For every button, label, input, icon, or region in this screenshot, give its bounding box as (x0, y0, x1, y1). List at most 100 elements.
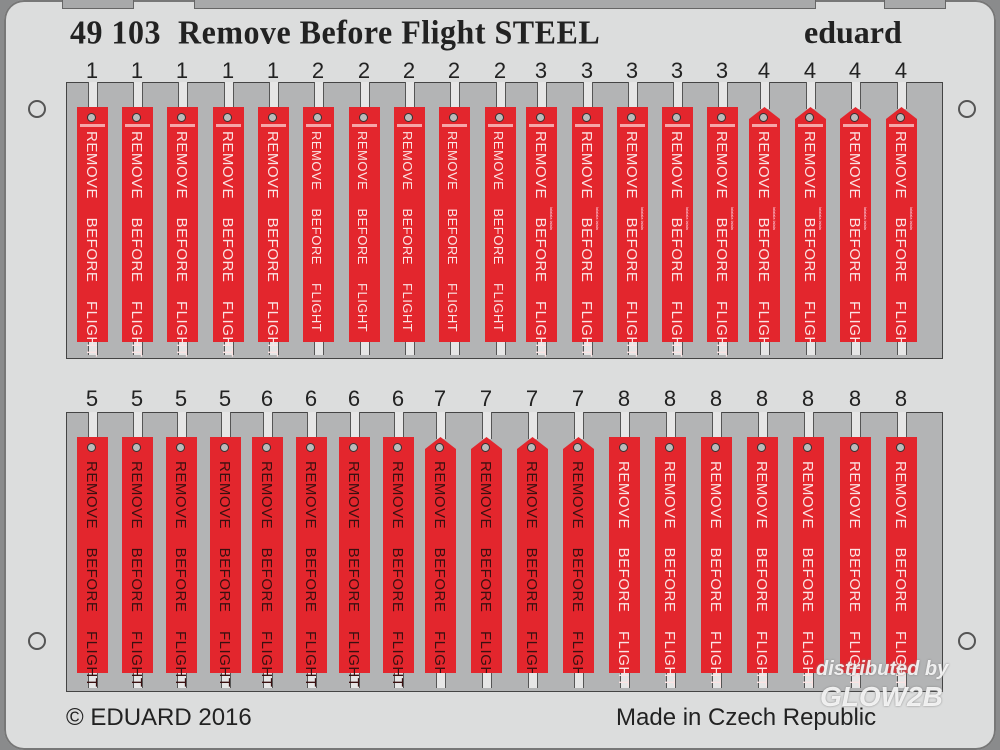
flag-tag-7[interactable]: REMOVE BEFORE FLIGHT (425, 437, 456, 673)
grommet-icon (495, 113, 504, 122)
sprue-gate (224, 82, 234, 109)
tag-text: REMOVE BEFORE FLIGHT (623, 131, 640, 358)
part-number: 7 (571, 386, 585, 411)
flag-tag-1[interactable]: REMOVE BEFORE FLIGHT (167, 107, 198, 357)
grommet-icon (268, 113, 277, 122)
sprue-gate (405, 82, 415, 109)
origin-text: Made in Czech Republic (616, 704, 877, 731)
flag-tag-2[interactable]: REMOVE BEFORE FLIGHT (485, 107, 516, 342)
flag-tag-3[interactable]: REMOVE BEFORE FLIGHT lalalala lalala (526, 107, 557, 357)
part-number: 3 (625, 58, 639, 83)
tag-stripe (170, 124, 195, 127)
flag-tag-3[interactable]: REMOVE BEFORE FLIGHT lalalala lalala (617, 107, 648, 357)
tag-text: REMOVE BEFORE FLIGHT (892, 461, 909, 688)
sprue-gate (177, 412, 187, 439)
part-number: 1 (85, 58, 99, 83)
part-number: 5 (130, 386, 144, 411)
tag-text: REMOVE BEFORE FLIGHT (801, 131, 818, 358)
grommet-icon (896, 113, 905, 122)
flag-tag-1[interactable]: REMOVE BEFORE FLIGHT (122, 107, 153, 357)
sprue-gate (88, 671, 98, 688)
tag-stripe (352, 124, 377, 127)
tag-fine-print: lalalala lalala (685, 207, 690, 230)
flag-tag-1[interactable]: REMOVE BEFORE FLIGHT (213, 107, 244, 357)
sprue-gate (628, 82, 638, 109)
grommet-icon (132, 113, 141, 122)
flag-tag-8[interactable]: REMOVE BEFORE FLIGHT (609, 437, 640, 687)
distributor-watermark: distributed by GLOW2B (816, 658, 948, 713)
tag-text: REMOVE BEFORE FLIGHT (445, 131, 460, 333)
flag-tag-4[interactable]: REMOVE BEFORE FLIGHT lalalala lalala (886, 107, 917, 342)
tag-text: REMOVE BEFORE FLIGHT (389, 461, 406, 688)
flag-tag-6[interactable]: REMOVE BEFORE FLIGHT (296, 437, 327, 687)
part-number: 1 (266, 58, 280, 83)
flag-tag-7[interactable]: REMOVE BEFORE FLIGHT (563, 437, 594, 673)
grommet-icon (132, 443, 141, 452)
flag-tag-1[interactable]: REMOVE BEFORE FLIGHT (77, 107, 108, 357)
grommet-icon (306, 443, 315, 452)
part-number: 2 (493, 58, 507, 83)
flag-tag-2[interactable]: REMOVE BEFORE FLIGHT (394, 107, 425, 342)
sprue-gate (450, 340, 460, 355)
sprue-gate (405, 340, 415, 355)
grommet-icon (665, 443, 674, 452)
flag-tag-8[interactable]: REMOVE BEFORE FLIGHT (655, 437, 686, 687)
flag-tag-1[interactable]: REMOVE BEFORE FLIGHT (258, 107, 289, 357)
grommet-icon (573, 443, 582, 452)
flag-tag-2[interactable]: REMOVE BEFORE FLIGHT (349, 107, 380, 342)
flag-tag-5[interactable]: REMOVE BEFORE FLIGHT (210, 437, 241, 687)
sprue-gate (178, 340, 188, 355)
sprue-gate (133, 671, 143, 688)
sprue-gate (528, 412, 538, 439)
sprue-gate (221, 671, 231, 688)
flag-tag-3[interactable]: REMOVE BEFORE FLIGHT lalalala lalala (707, 107, 738, 357)
flag-tag-5[interactable]: REMOVE BEFORE FLIGHT (122, 437, 153, 687)
grommet-icon (262, 443, 271, 452)
tag-text: REMOVE BEFORE FLIGHT (83, 461, 100, 688)
sprue-gate (760, 340, 770, 355)
grommet-icon (717, 113, 726, 122)
sprue-gate (350, 412, 360, 439)
part-number: 2 (311, 58, 325, 83)
flag-tag-4[interactable]: REMOVE BEFORE FLIGHT lalalala lalala (749, 107, 780, 342)
sprue-gate (133, 82, 143, 109)
tag-text: REMOVE BEFORE FLIGHT (523, 461, 540, 688)
flag-tag-6[interactable]: REMOVE BEFORE FLIGHT (252, 437, 283, 687)
grommet-icon (176, 443, 185, 452)
grommet-icon (757, 443, 766, 452)
flag-tag-8[interactable]: REMOVE BEFORE FLIGHT (886, 437, 917, 687)
tag-text: REMOVE BEFORE FLIGHT (707, 461, 724, 688)
sprue-gate (628, 340, 638, 355)
grommet-icon (220, 443, 229, 452)
sprue-gate (673, 340, 683, 355)
tag-text: REMOVE BEFORE FLIGHT (569, 461, 586, 688)
sprue-gate (307, 671, 317, 688)
flag-tag-6[interactable]: REMOVE BEFORE FLIGHT (383, 437, 414, 687)
sprue-gate (436, 412, 446, 439)
flag-tag-8[interactable]: REMOVE BEFORE FLIGHT (793, 437, 824, 687)
tag-stripe (620, 124, 645, 127)
flag-tag-3[interactable]: REMOVE BEFORE FLIGHT lalalala lalala (572, 107, 603, 357)
sprue-gate (718, 82, 728, 109)
part-number: 7 (433, 386, 447, 411)
flag-tag-4[interactable]: REMOVE BEFORE FLIGHT lalalala lalala (795, 107, 826, 342)
flag-tag-2[interactable]: REMOVE BEFORE FLIGHT (303, 107, 334, 342)
flag-tag-8[interactable]: REMOVE BEFORE FLIGHT (840, 437, 871, 687)
grommet-icon (536, 113, 545, 122)
flag-tag-8[interactable]: REMOVE BEFORE FLIGHT (701, 437, 732, 687)
flag-tag-8[interactable]: REMOVE BEFORE FLIGHT (747, 437, 778, 687)
sprue-gate (482, 671, 492, 688)
flag-tag-3[interactable]: REMOVE BEFORE FLIGHT lalalala lalala (662, 107, 693, 357)
flag-tag-6[interactable]: REMOVE BEFORE FLIGHT (339, 437, 370, 687)
grommet-icon (896, 443, 905, 452)
flag-tag-4[interactable]: REMOVE BEFORE FLIGHT lalalala lalala (840, 107, 871, 342)
flag-tag-5[interactable]: REMOVE BEFORE FLIGHT (166, 437, 197, 687)
flag-tag-5[interactable]: REMOVE BEFORE FLIGHT (77, 437, 108, 687)
flag-tag-7[interactable]: REMOVE BEFORE FLIGHT (517, 437, 548, 673)
tag-text: REMOVE BEFORE FLIGHT (128, 461, 145, 688)
flag-tag-7[interactable]: REMOVE BEFORE FLIGHT (471, 437, 502, 673)
sprue-gate (360, 340, 370, 355)
grommet-icon (481, 443, 490, 452)
sprue-gate (133, 340, 143, 355)
flag-tag-2[interactable]: REMOVE BEFORE FLIGHT (439, 107, 470, 342)
